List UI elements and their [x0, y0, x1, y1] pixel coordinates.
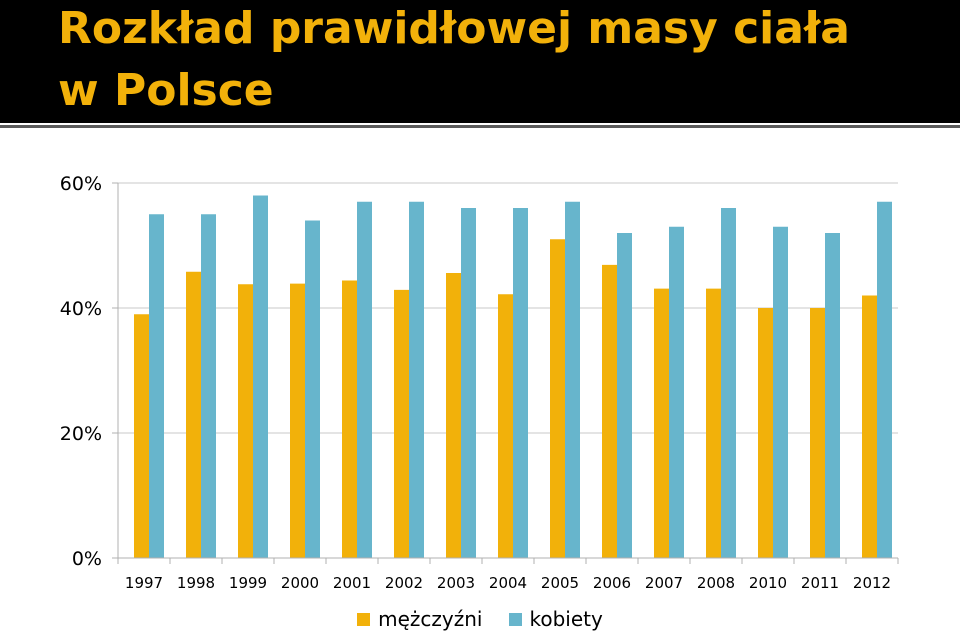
bar-women — [617, 233, 632, 558]
bar-men — [862, 295, 877, 558]
x-tick-label: 1998 — [177, 574, 215, 592]
legend-swatch-men — [357, 612, 371, 626]
bar-women — [773, 226, 788, 558]
legend-label-women: kobiety — [529, 607, 603, 631]
x-tick-label: 2000 — [281, 574, 319, 592]
title-band: Rozkład prawidłowej masy ciała w Polsce — [0, 0, 960, 123]
slide-title-line-1: Rozkład prawidłowej masy ciała — [58, 3, 850, 54]
bar-women — [825, 233, 840, 558]
bar-women — [357, 201, 372, 558]
legend-swatch-women — [508, 612, 522, 626]
legend-item-women: kobiety — [508, 607, 603, 631]
bar-men — [446, 273, 461, 558]
bar-men — [498, 294, 513, 558]
x-tick-label: 2012 — [853, 574, 891, 592]
x-tick-label: 2003 — [437, 574, 475, 592]
x-tick-label: 2008 — [697, 574, 735, 592]
legend-label-men: mężczyźni — [378, 607, 483, 631]
bar-men — [654, 288, 669, 558]
bar-men — [394, 289, 409, 558]
bar-women — [149, 214, 164, 558]
bar-men — [810, 308, 825, 558]
bar-women — [201, 214, 216, 558]
bar-chart: 0% 20% 40% 60% 1997 1998 1999 2000 2001 2002 2003 2… — [60, 173, 899, 592]
legend-item-men: mężczyźni — [357, 607, 483, 631]
bars — [134, 195, 892, 558]
x-tick-label: 1997 — [125, 574, 163, 592]
y-tick-label: 20% — [60, 423, 102, 445]
bar-women — [409, 201, 424, 558]
bar-men — [758, 308, 773, 558]
bar-men — [134, 314, 149, 558]
x-tick-label: 2006 — [593, 574, 631, 592]
bar-women — [461, 208, 476, 558]
x-tick-label: 2007 — [645, 574, 683, 592]
x-tick-label: 2010 — [749, 574, 787, 592]
bar-women — [513, 208, 528, 558]
axis-labels: 0% 20% 40% 60% 1997 1998 1999 2000 2001 2002 2003 2… — [60, 173, 891, 592]
x-tick-label: 1999 — [229, 574, 267, 592]
y-tick-label: 60% — [60, 173, 102, 195]
x-tick-label: 2001 — [333, 574, 371, 592]
bar-men — [706, 288, 721, 558]
bar-women — [721, 208, 736, 558]
axes — [112, 182, 899, 564]
bar-men — [342, 280, 357, 558]
y-tick-label: 0% — [72, 548, 102, 570]
bar-men — [290, 283, 305, 558]
x-tick-label: 2004 — [489, 574, 527, 592]
bar-men — [602, 264, 617, 558]
bar-women — [253, 195, 268, 558]
x-tick-label: 2002 — [385, 574, 423, 592]
legend: mężczyźni kobiety — [0, 604, 960, 634]
bar-women — [877, 201, 892, 558]
x-tick-label: 2005 — [541, 574, 579, 592]
bar-women — [305, 220, 320, 558]
bar-men — [238, 284, 253, 558]
bar-men — [550, 239, 565, 558]
bar-women — [565, 201, 580, 558]
title-divider — [0, 125, 960, 128]
y-tick-label: 40% — [60, 298, 102, 320]
bar-women — [669, 226, 684, 558]
bar-men — [186, 271, 201, 558]
x-tick-label: 2011 — [801, 574, 839, 592]
slide-title-line-2: w Polsce — [58, 65, 274, 116]
